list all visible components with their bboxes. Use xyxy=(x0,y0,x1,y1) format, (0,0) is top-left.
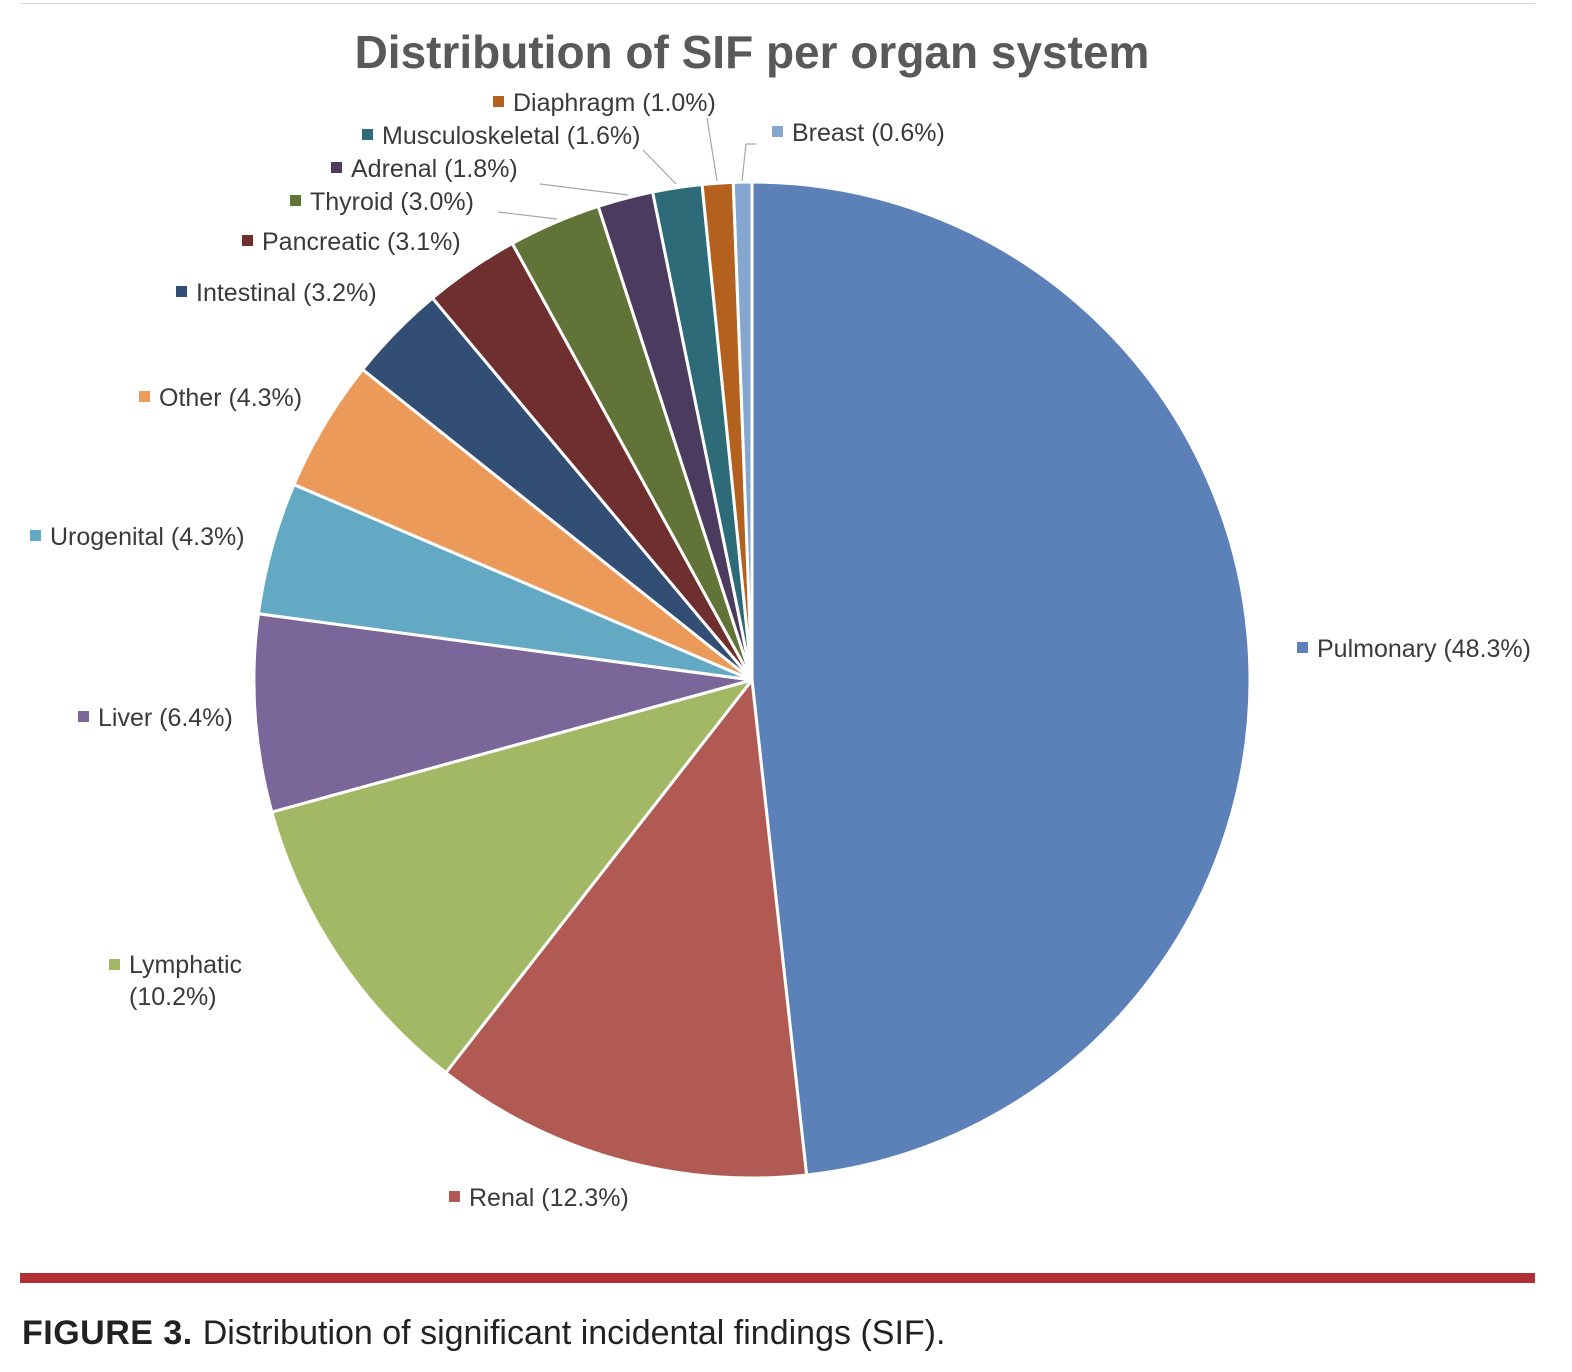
pie-slice-renal xyxy=(444,678,809,1180)
pie-chart: Distribution of SIF per organ system Pul… xyxy=(30,26,1531,1212)
pie-slice-lymphatic xyxy=(270,678,754,1075)
slice-label-musculoskeletal: Musculoskeletal (1.6%) xyxy=(382,122,640,150)
label-marker-diaphragm xyxy=(493,96,504,107)
leader-line-diaphragm xyxy=(706,117,718,182)
slice-label-lymphatic: Lymphatic (10.2%) xyxy=(129,951,242,1011)
leader-lines xyxy=(497,117,756,220)
chart-title: Distribution of SIF per organ system xyxy=(355,26,1150,78)
label-marker-pulmonary xyxy=(1297,642,1308,653)
label-marker-pancreatic xyxy=(242,235,253,246)
label-marker-urogenital xyxy=(30,530,41,541)
figure-caption: FIGURE 3. Distribution of significant inc… xyxy=(22,1314,945,1353)
slice-label-urogenital: Urogenital (4.3%) xyxy=(50,523,245,551)
slice-label-renal: Renal (12.3%) xyxy=(469,1184,629,1212)
label-marker-adrenal xyxy=(331,162,342,173)
label-marker-renal xyxy=(449,1191,460,1202)
pie-slice-pulmonary xyxy=(750,180,1252,1177)
leader-line-thyroid xyxy=(497,211,558,220)
label-marker-intestinal xyxy=(176,286,187,297)
slice-label-other: Other (4.3%) xyxy=(159,384,302,412)
caption-text: Distribution of significant incidental f… xyxy=(202,1314,946,1352)
caption-label: FIGURE 3. xyxy=(22,1314,193,1352)
slice-label-thyroid: Thyroid (3.0%) xyxy=(310,188,474,216)
label-marker-liver xyxy=(78,711,89,722)
slice-label-adrenal: Adrenal (1.8%) xyxy=(351,155,518,183)
leader-line-adrenal xyxy=(539,183,629,196)
caption-divider xyxy=(20,1273,1535,1283)
top-divider xyxy=(20,3,1535,4)
label-marker-lymphatic xyxy=(109,959,120,970)
label-marker-musculoskeletal xyxy=(362,129,373,140)
label-marker-other xyxy=(139,391,150,402)
slice-label-diaphragm: Diaphragm (1.0%) xyxy=(513,89,716,117)
pie-slice-breast xyxy=(731,180,754,682)
slice-label-liver: Liver (6.4%) xyxy=(98,704,233,732)
leader-line-musculoskeletal xyxy=(642,149,677,185)
slice-label-intestinal: Intestinal (3.2%) xyxy=(196,279,377,307)
pie-slices xyxy=(252,180,1252,1180)
slice-label-pancreatic: Pancreatic (3.1%) xyxy=(262,228,461,256)
leader-line-breast xyxy=(741,143,756,182)
slice-label-breast: Breast (0.6%) xyxy=(792,119,945,147)
slice-label-pulmonary: Pulmonary (48.3%) xyxy=(1317,635,1531,663)
label-marker-thyroid xyxy=(290,195,301,206)
slice-labels: Pulmonary (48.3%) Renal (12.3%) Lymphatic(… xyxy=(30,89,1531,1212)
label-marker-breast xyxy=(772,126,783,137)
